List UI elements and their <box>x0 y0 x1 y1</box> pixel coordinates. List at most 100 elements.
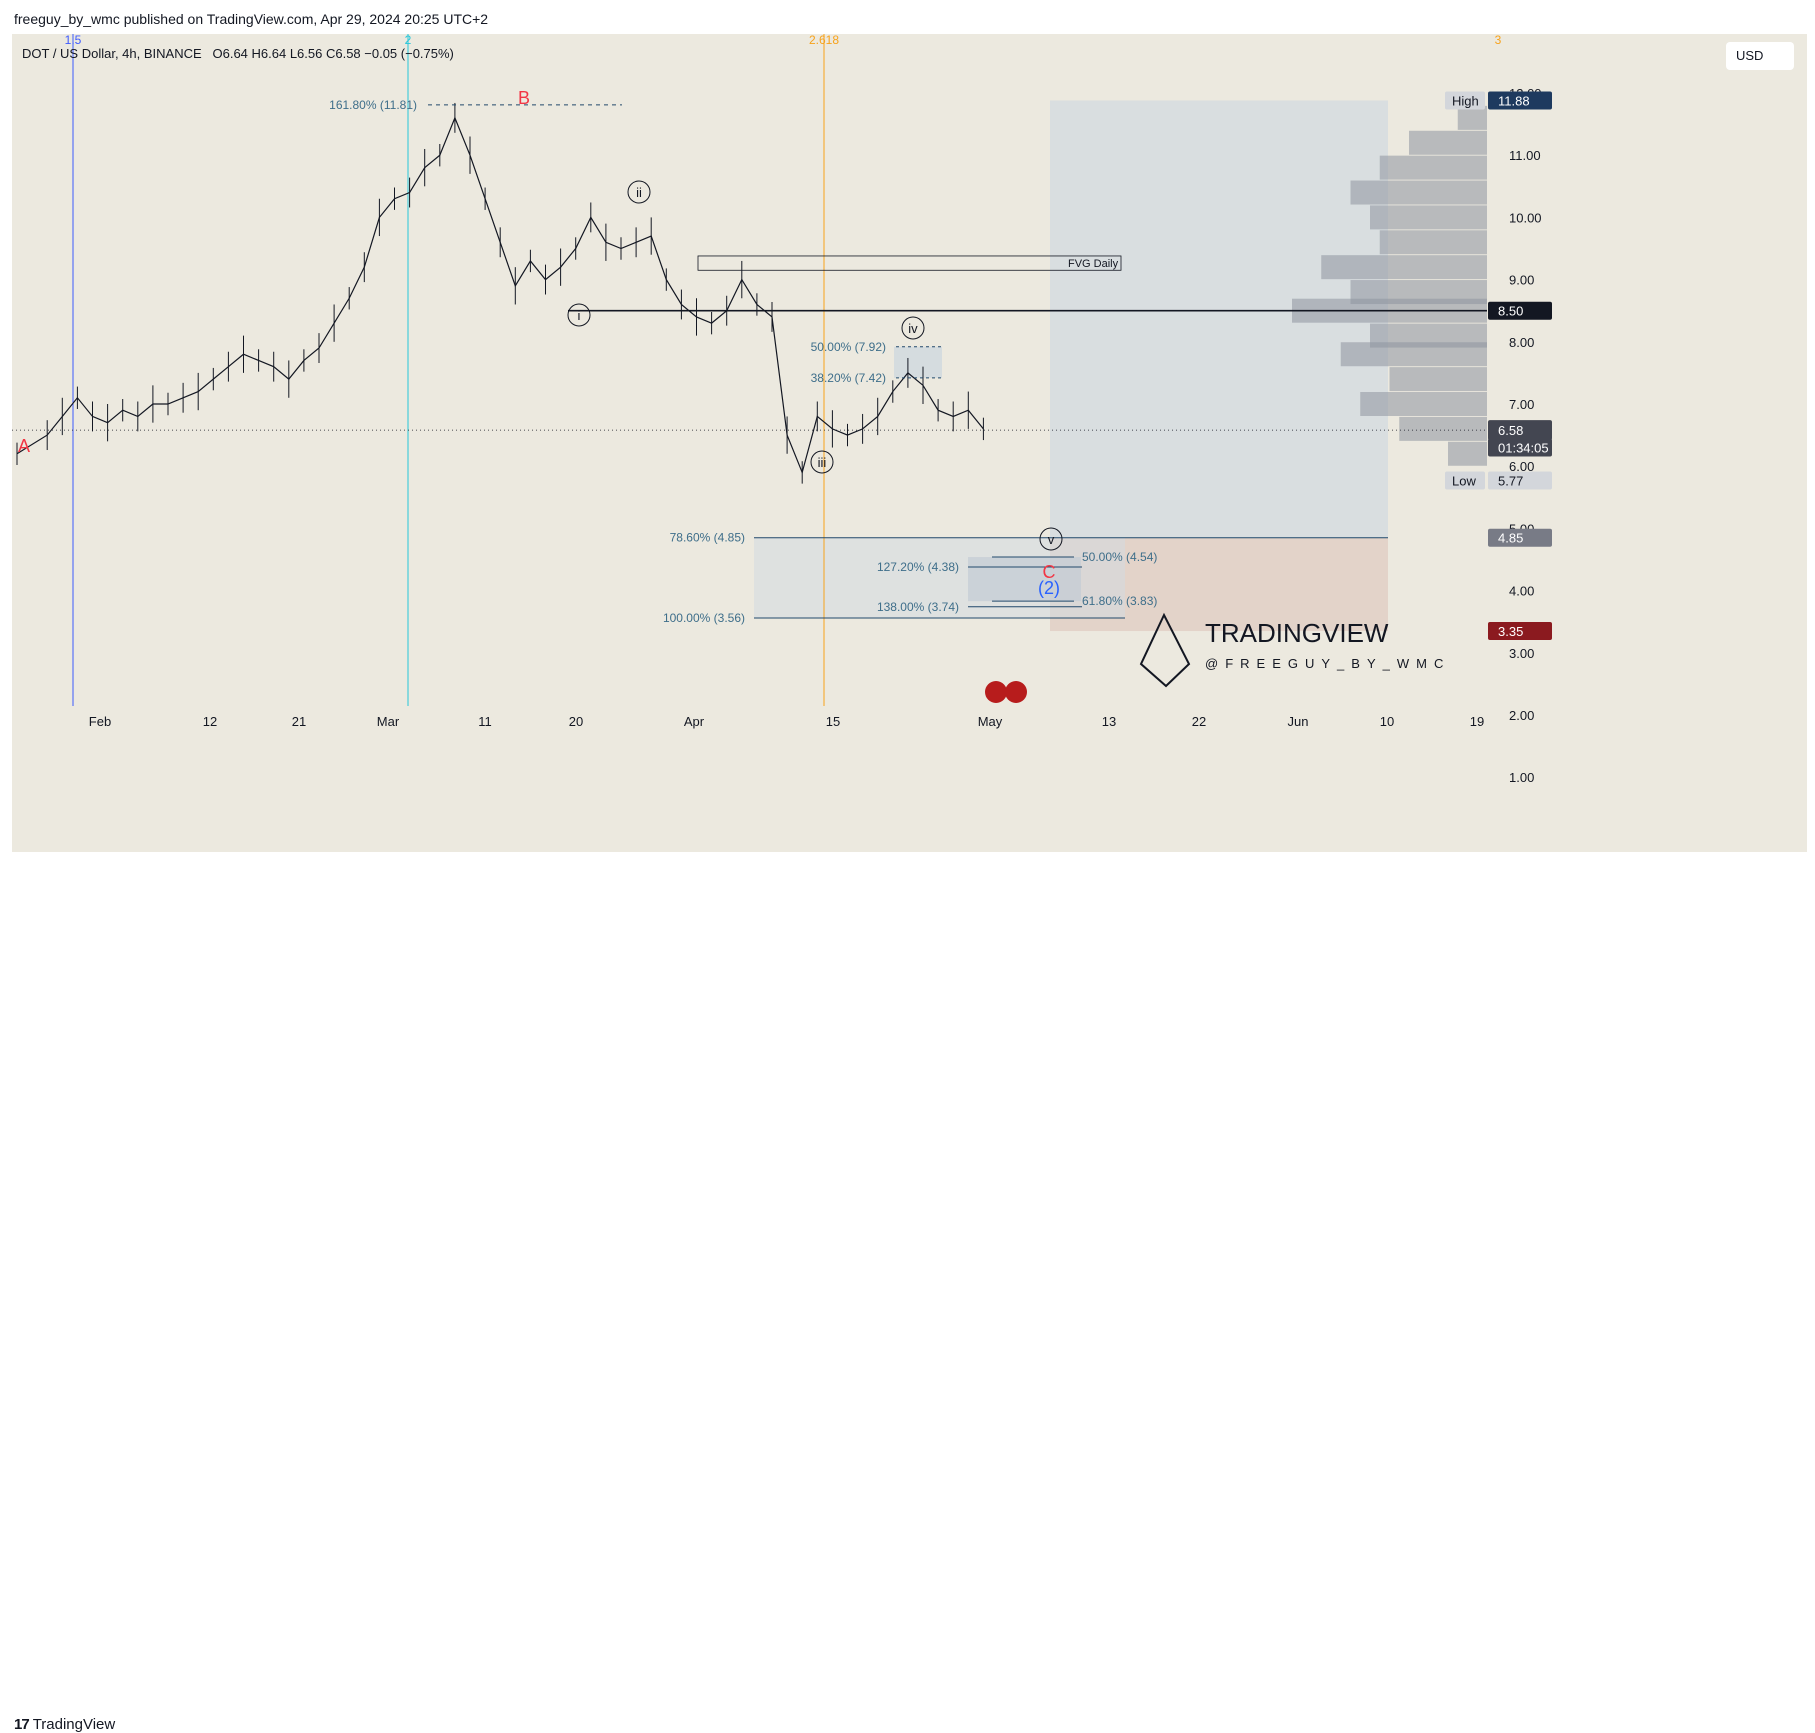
volume-profile-bar-5 <box>1379 230 1487 255</box>
fib-label-2: 38.20% (7.42) <box>811 371 886 385</box>
tradingview-logo-text: TradingView <box>32 1716 116 1733</box>
wave-label-3: (2) <box>1038 578 1060 598</box>
x-axis-tick-0: Feb <box>89 714 111 729</box>
price-badge-value-0: 11.88 <box>1498 93 1530 108</box>
y-axis-tick-10: 2.00 <box>1509 708 1534 723</box>
chart-svg[interactable]: 1.5 2 2.618 3 FVG Daily 161.80% (11.81) 50.00%… <box>12 34 1807 852</box>
fib-label-3: 78.60% (4.85) <box>670 531 745 545</box>
event-flag-icon <box>985 681 1007 703</box>
price-badge-bg-3 <box>1488 438 1552 457</box>
price-badge-bg-1 <box>1488 301 1552 320</box>
fib-label-5: 127.20% (4.38) <box>877 560 959 574</box>
currency-button[interactable]: USD <box>1726 42 1794 70</box>
volume-profile-bar-14 <box>1448 441 1487 466</box>
wave-iv-box <box>894 346 942 378</box>
vertical-marker-label-2: 2.618 <box>809 34 839 47</box>
x-axis-tick-11: Jun <box>1288 714 1309 729</box>
volume-profile-bar-4 <box>1370 205 1487 230</box>
vertical-marker-label-1: 2 <box>405 34 412 47</box>
y-axis-tick-9: 3.00 <box>1509 646 1534 661</box>
price-badge-value-4: 5.77 <box>1498 474 1523 489</box>
wave-v-box <box>968 557 1081 602</box>
price-badge-value-1: 8.50 <box>1498 304 1523 319</box>
x-axis-tick-12: 10 <box>1380 714 1394 729</box>
vertical-marker-label-3: 3 <box>1495 34 1502 47</box>
x-axis-tick-6: Apr <box>684 714 705 729</box>
wave-circle-4 <box>567 303 591 327</box>
vertical-marker-label-0: 1.5 <box>65 34 82 47</box>
volume-profile-bar-1 <box>1409 130 1487 155</box>
wave-label-6: iii <box>818 455 827 470</box>
y-axis-tick-2: 10.00 <box>1509 210 1542 225</box>
price-badge-tag-bg-0 <box>1445 91 1485 110</box>
tradingview-logo-icon: 17 <box>14 1716 30 1733</box>
publish-info: freeguy_by_wmc published on TradingView.… <box>14 11 489 27</box>
price-badge-value-2: 6.58 <box>1498 423 1523 438</box>
y-axis-tick-8: 4.00 <box>1509 584 1534 599</box>
price-badge-tag-bg-4 <box>1445 471 1485 490</box>
volume-profile-bar-13 <box>1399 416 1487 441</box>
price-badge-value-6: 3.35 <box>1498 624 1523 639</box>
chart-header: DOT / US Dollar, 4h, BINANCE O6.64 H6.64… <box>22 46 454 61</box>
wave-circle-8 <box>1039 527 1063 551</box>
x-axis-tick-5: 20 <box>569 714 583 729</box>
fib-label-8: 61.80% (3.83) <box>1082 594 1157 608</box>
y-axis-tick-1: 11.00 <box>1509 148 1541 163</box>
x-axis-tick-2: 21 <box>292 714 306 729</box>
symbol-label[interactable]: DOT / US Dollar, 4h, BINANCE <box>22 46 202 61</box>
price-badge-bg-6 <box>1488 622 1552 641</box>
volume-profile-bar-2 <box>1379 155 1487 180</box>
y-axis-tick-3: 9.00 <box>1509 273 1534 288</box>
x-axis-tick-7: 15 <box>826 714 840 729</box>
chart-area[interactable]: 1.5 2 2.618 3 FVG Daily 161.80% (11.81) 50.00%… <box>12 34 1807 852</box>
watermark-title: TRADINGVIEW <box>1205 618 1389 648</box>
volume-profile-bar-3 <box>1350 180 1487 205</box>
fib-label-1: 50.00% (7.92) <box>811 340 886 354</box>
price-badge-tag-4: Low <box>1452 474 1476 489</box>
bottom-bar: 17 TradingView <box>0 852 1815 1733</box>
fvg-box <box>697 255 1122 271</box>
price-badge-tag-0: High <box>1452 93 1479 108</box>
x-axis-tick-9: 13 <box>1102 714 1116 729</box>
y-axis-tick-6: 6.00 <box>1509 459 1534 474</box>
volume-profile-bar-11 <box>1389 367 1487 392</box>
fib-label-7: 50.00% (4.54) <box>1082 550 1157 564</box>
volume-profile-bar-10 <box>1340 342 1487 367</box>
y-axis-tick-4: 8.00 <box>1509 335 1534 350</box>
wave-circle-6 <box>810 450 834 474</box>
wave-label-4: i <box>578 308 581 323</box>
fib-label-6: 138.00% (3.74) <box>877 600 959 614</box>
x-axis-tick-4: 11 <box>478 714 492 729</box>
wave-circle-5 <box>627 180 651 204</box>
wave-label-1: B <box>518 88 530 108</box>
wave-circle-7 <box>901 316 925 340</box>
event-flag-icon-2 <box>1005 681 1027 703</box>
price-badge-bg-0 <box>1488 91 1552 110</box>
x-axis-tick-3: Mar <box>377 714 400 729</box>
wave-label-0: A <box>18 436 30 456</box>
price-badge-value-5: 4.85 <box>1498 531 1523 546</box>
x-axis-tick-1: 12 <box>203 714 217 729</box>
wave-label-2: C <box>1043 562 1056 582</box>
tradingview-logo[interactable]: 17 TradingView <box>14 1716 115 1733</box>
wave-label-5: ii <box>636 185 642 200</box>
ohlc-readout: O6.64 H6.64 L6.56 C6.58 −0.05 (−0.75%) <box>212 46 454 61</box>
x-axis-tick-13: 19 <box>1470 714 1484 729</box>
volume-profile-bar-12 <box>1360 392 1487 416</box>
wave-label-7: iv <box>908 321 918 336</box>
volume-profile-bar-6 <box>1321 255 1487 280</box>
x-axis-tick-8: May <box>978 714 1003 729</box>
fvg-label: FVG Daily <box>1068 258 1119 270</box>
fib-label-4: 100.00% (3.56) <box>663 611 745 625</box>
watermark-logo-icon <box>1139 612 1191 688</box>
price-badge-bg-5 <box>1488 528 1552 547</box>
volume-profile-bar-0 <box>1457 105 1487 130</box>
price-badge-bg-2 <box>1488 420 1552 441</box>
y-axis-tick-5: 7.00 <box>1509 397 1534 412</box>
wave-label-8: v <box>1048 532 1055 547</box>
top-bar: freeguy_by_wmc published on TradingView.… <box>0 0 1815 34</box>
x-axis-tick-10: 22 <box>1192 714 1206 729</box>
fib-label-0: 161.80% (11.81) <box>329 98 417 112</box>
price-badge-bg-4 <box>1488 471 1552 490</box>
price-series <box>16 116 984 475</box>
